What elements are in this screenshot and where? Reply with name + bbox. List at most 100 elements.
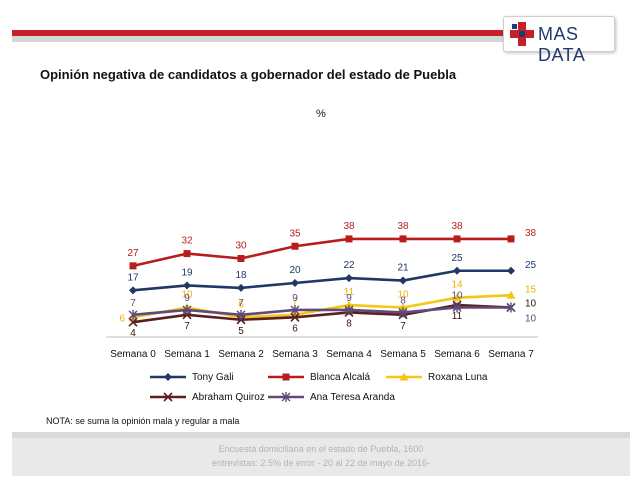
legend-label: Abraham Quiroz	[192, 391, 265, 403]
data-point	[290, 312, 300, 322]
data-point	[453, 266, 461, 275]
data-point	[183, 250, 191, 258]
data-point	[399, 235, 407, 243]
series-line	[132, 269, 511, 292]
series-blanca-alcal-: 27 32 30 35 38 38 38 38	[127, 221, 537, 270]
brand-logo: MAS DATA	[503, 16, 615, 65]
data-label: 38	[525, 228, 537, 239]
legend-swatch-icon	[268, 392, 304, 402]
footer: Encuesta domiciliaria en el estado de Pu…	[12, 432, 630, 476]
data-point	[345, 235, 353, 243]
data-label: 9	[346, 293, 352, 304]
data-label: 10	[451, 291, 463, 302]
data-label: 30	[235, 241, 247, 252]
data-label: 10	[525, 299, 537, 310]
data-point	[398, 307, 408, 318]
legend-item-ana-teresa-aranda: Ana Teresa Aranda	[266, 390, 395, 404]
legend-marker	[282, 373, 290, 381]
legend-item-abraham-quiroz: Abraham Quiroz	[148, 390, 265, 404]
data-label: 10	[525, 314, 537, 325]
data-point	[507, 266, 515, 275]
data-label: 19	[181, 267, 193, 278]
data-label: 38	[397, 221, 409, 232]
data-label: 35	[289, 228, 301, 239]
header-bar	[12, 30, 504, 42]
data-point	[236, 309, 246, 320]
line-chart: Semana 0 Semana 1 Semana 2 Semana 3 Semana 4…	[106, 221, 538, 360]
data-point	[452, 293, 462, 302]
series-line	[132, 306, 511, 317]
medical-cross-icon	[510, 22, 534, 46]
data-point	[345, 274, 353, 283]
chart-note: NOTA: se suma la opinión mala y regular …	[46, 416, 240, 426]
data-label: 7	[400, 321, 406, 332]
data-label: 10	[397, 290, 409, 301]
data-label: 6	[119, 313, 125, 324]
chart-title: Opinión negativa de candidatos a goberna…	[40, 67, 457, 82]
series-abraham-quiroz: 4 7 5 6 8 7 11 10	[128, 299, 537, 339]
data-label: 6	[292, 323, 298, 334]
x-tick-label: Semana 1	[164, 349, 210, 360]
header-grey-stripe	[12, 36, 504, 42]
x-tick-label: Semana 2	[218, 349, 264, 360]
data-point	[128, 309, 138, 320]
data-point	[129, 286, 137, 295]
legend-label: Tony Gali	[192, 371, 234, 383]
legend-marker	[163, 392, 173, 402]
data-label: 5	[238, 326, 244, 337]
series-tony-gali: 17 19 18 20 22 21 25 25	[127, 253, 537, 295]
brand-name: MAS DATA	[538, 24, 586, 65]
data-label: 18	[235, 270, 247, 281]
data-label: 14	[451, 280, 463, 291]
legend-label: Ana Teresa Aranda	[310, 391, 395, 403]
data-label: 20	[289, 265, 301, 276]
data-label: 8	[400, 295, 406, 306]
legend-marker	[399, 372, 409, 381]
data-point	[344, 300, 354, 309]
x-tick-label: Semana 5	[380, 349, 426, 360]
data-point	[452, 302, 462, 313]
data-point	[291, 242, 299, 250]
legend-item-blanca-alcala: Blanca Alcalá	[266, 370, 370, 384]
x-tick-label: Semana 6	[434, 349, 480, 360]
legend-swatch-icon	[150, 373, 186, 381]
header-red-stripe	[12, 30, 504, 36]
data-point	[398, 303, 408, 311]
legend-label: Blanca Alcalá	[310, 371, 371, 383]
legend-marker	[164, 373, 172, 381]
data-label: 25	[525, 260, 537, 271]
data-label: 8	[346, 318, 352, 329]
unit-label: %	[316, 108, 326, 120]
data-label: 11	[344, 287, 355, 298]
x-tick-label: Semana 3	[272, 349, 318, 360]
data-label: 9	[292, 293, 298, 304]
data-point	[344, 304, 354, 315]
data-point	[506, 290, 516, 299]
data-point	[183, 281, 191, 290]
x-tick-label: Semana 7	[488, 349, 534, 360]
data-point	[506, 302, 516, 313]
footer-strip	[12, 432, 630, 438]
data-label: 27	[127, 248, 139, 259]
x-tick-label: Semana 4	[326, 349, 372, 360]
data-label: 9	[184, 293, 190, 304]
data-point	[507, 235, 515, 243]
legend-swatch-icon	[268, 373, 304, 381]
data-label: 38	[343, 221, 355, 232]
data-point	[290, 304, 300, 315]
legend-marker	[281, 392, 291, 402]
data-point	[129, 262, 137, 270]
data-point	[399, 276, 407, 285]
data-point	[182, 304, 192, 315]
data-label: 38	[451, 221, 463, 232]
data-label: 7	[130, 298, 136, 309]
data-label: 21	[397, 263, 409, 274]
data-label: 7	[238, 298, 244, 309]
legend-swatch-icon	[386, 372, 422, 381]
data-label: 25	[451, 253, 463, 264]
data-label: 10	[181, 290, 193, 301]
data-label: 22	[343, 260, 355, 271]
legend-label: Roxana Luna	[428, 371, 488, 383]
chart-legend: Tony Gali Blanca Alcalá Roxana Luna Abra…	[148, 370, 528, 410]
data-label: 15	[525, 284, 537, 295]
